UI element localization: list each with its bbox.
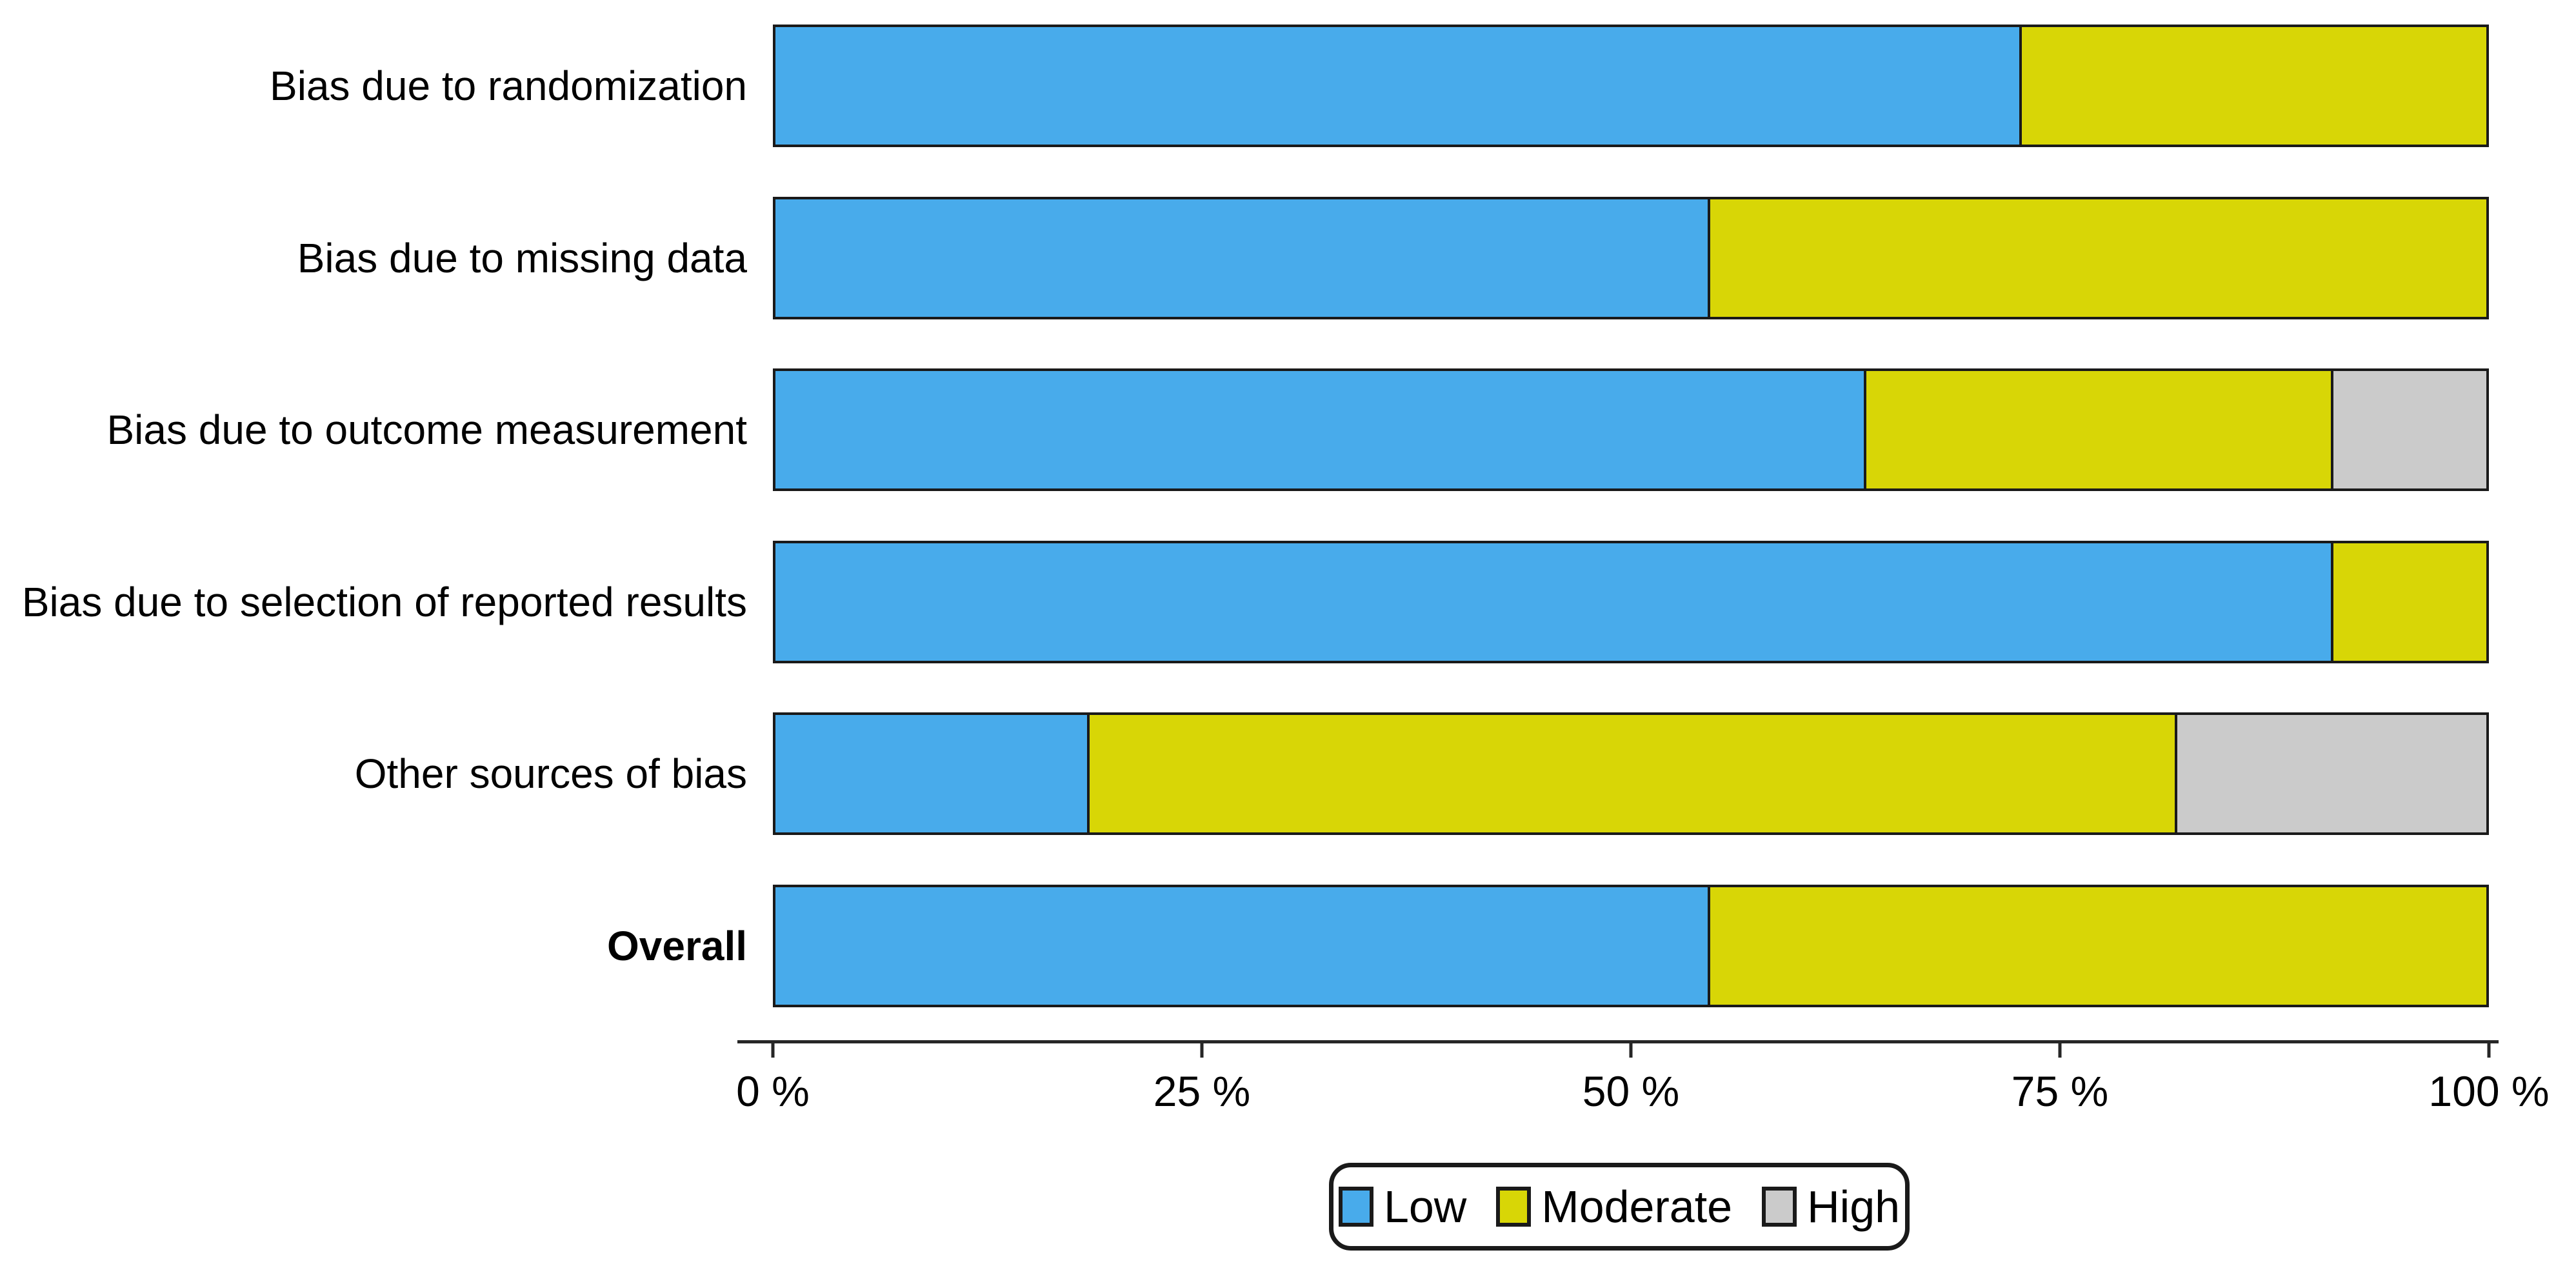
bar-segment-high [2330,371,2486,488]
axis-tick-mark [2487,1043,2491,1058]
stacked-bar [773,541,2489,663]
axis-tick-label: 25 % [1153,1067,1251,1115]
stacked-bar [773,25,2489,147]
category-label: Bias due to randomization [270,63,747,109]
legend-item-low: Low [1338,1181,1467,1232]
bar-segment-moderate [2019,27,2486,145]
legend-item-high: High [1762,1184,1900,1229]
bar-segment-low [775,887,1708,1005]
legend-label: High [1807,1181,1901,1232]
bar-segment-low [775,543,2331,661]
bar-segment-low [775,715,1087,832]
bar-segment-low [775,199,1708,317]
category-label: Bias due to missing data [297,235,747,281]
x-axis-line [737,1040,2499,1043]
bar-segment-moderate [1863,371,2331,488]
bar-segment-moderate [1708,887,2486,1005]
legend-swatch-moderate [1496,1187,1532,1227]
bar-segment-low [775,371,1864,488]
legend-item-moderate: Moderate [1496,1184,1732,1229]
bar-segment-low [775,27,2019,145]
bar-segment-moderate [1708,199,2486,317]
axis-tick-mark [1200,1043,1204,1058]
legend-box: Low Moderate High [1329,1163,1910,1251]
axis-tick-label: 50 % [1582,1067,1680,1115]
axis-tick-label: 100 % [2428,1067,2550,1115]
stacked-bar [773,368,2489,491]
category-label: Overall [606,923,747,969]
stacked-bar [773,885,2489,1007]
legend-label: Low [1383,1181,1467,1232]
legend-swatch-high [1762,1187,1797,1227]
stacked-bar [773,197,2489,319]
legend-label: Moderate [1541,1181,1733,1232]
axis-tick-mark [771,1043,775,1058]
stacked-bar [773,712,2489,835]
bar-segment-high [2175,715,2486,832]
axis-tick-label: 0 % [736,1067,810,1115]
legend-swatch-low [1338,1187,1373,1227]
bar-segment-moderate [2330,543,2486,661]
bar-segment-moderate [1086,715,2175,832]
axis-tick-label: 75 % [2011,1067,2109,1115]
category-label: Other sources of bias [354,750,747,797]
category-label: Bias due to outcome measurement [106,407,747,453]
axis-tick-mark [2058,1043,2062,1058]
category-label: Bias due to selection of reported result… [21,579,747,625]
axis-tick-mark [1629,1043,1633,1058]
